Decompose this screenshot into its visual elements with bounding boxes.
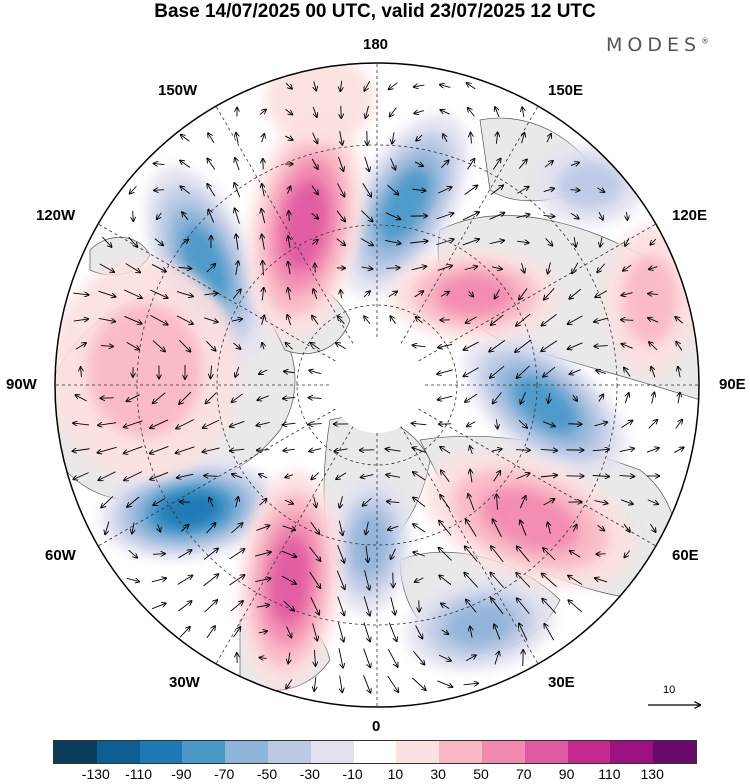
lon-label-60w: 60W <box>45 547 76 564</box>
colorbar-swatch <box>653 741 696 763</box>
lon-label-150w: 150W <box>158 82 197 99</box>
page-title: Base 14/07/2025 00 UTC, valid 23/07/2025… <box>0 0 750 24</box>
colorbar-tick-label: 90 <box>559 766 575 782</box>
colorbar-swatch <box>568 741 611 763</box>
colorbar-swatch <box>610 741 653 763</box>
colorbar-swatch <box>182 741 225 763</box>
lon-label-90e: 90E <box>719 376 746 393</box>
lon-label-120e: 120E <box>672 207 707 224</box>
colorbar-tick-label: -110 <box>125 766 152 782</box>
pole-hole <box>329 337 425 433</box>
colorbar-swatch <box>54 741 97 763</box>
lon-label-150e: 150E <box>548 82 583 99</box>
anomaly-center <box>390 250 560 340</box>
colorbar-swatch <box>525 741 568 763</box>
colorbar-tick-label: -70 <box>214 766 234 782</box>
colorbar-swatch <box>225 741 268 763</box>
colorbar-swatch <box>97 741 140 763</box>
lon-label-90w: 90W <box>6 376 37 393</box>
lon-label-60e: 60E <box>672 547 699 564</box>
brand-mark: ® <box>701 37 709 46</box>
colorbar-tick-label: 30 <box>430 766 446 782</box>
colorbar-tick-label: 10 <box>388 766 404 782</box>
lon-label-30w: 30W <box>169 674 200 691</box>
colorbar-tick-label: -30 <box>300 766 320 782</box>
lon-label-180: 180 <box>363 36 388 53</box>
colorbar-swatch <box>311 741 354 763</box>
brand-logo: MODES® <box>606 34 709 56</box>
colorbar-swatch <box>396 741 439 763</box>
lon-label-0: 0 <box>372 718 380 735</box>
colorbar-tick-label: 50 <box>473 766 489 782</box>
colorbar-tick-label: 130 <box>641 766 664 782</box>
colorbar-tick-label: 110 <box>598 766 620 782</box>
colorbar-tick-label: 70 <box>516 766 532 782</box>
colorbar-tick-label: -130 <box>82 766 110 782</box>
colorbar-swatch <box>268 741 311 763</box>
brand-text: MODES <box>606 34 701 56</box>
colorbar <box>53 740 697 764</box>
colorbar-tick-label: -90 <box>171 766 191 782</box>
anomaly-center <box>605 225 695 375</box>
reference-vector-label: 10 <box>663 684 675 696</box>
lon-label-30e: 30E <box>548 674 575 691</box>
colorbar-swatch <box>140 741 183 763</box>
colorbar-tick-label: -50 <box>257 766 277 782</box>
colorbar-swatch <box>354 741 397 763</box>
colorbar-swatch <box>482 741 525 763</box>
colorbar-tick-label: -10 <box>342 766 362 782</box>
colorbar-swatch <box>439 741 482 763</box>
lon-label-120w: 120W <box>36 207 75 224</box>
colorbar-labels: -130 -110 -90 -70 -50 -30 -10 10 30 50 70 90 110 130 <box>0 766 750 784</box>
